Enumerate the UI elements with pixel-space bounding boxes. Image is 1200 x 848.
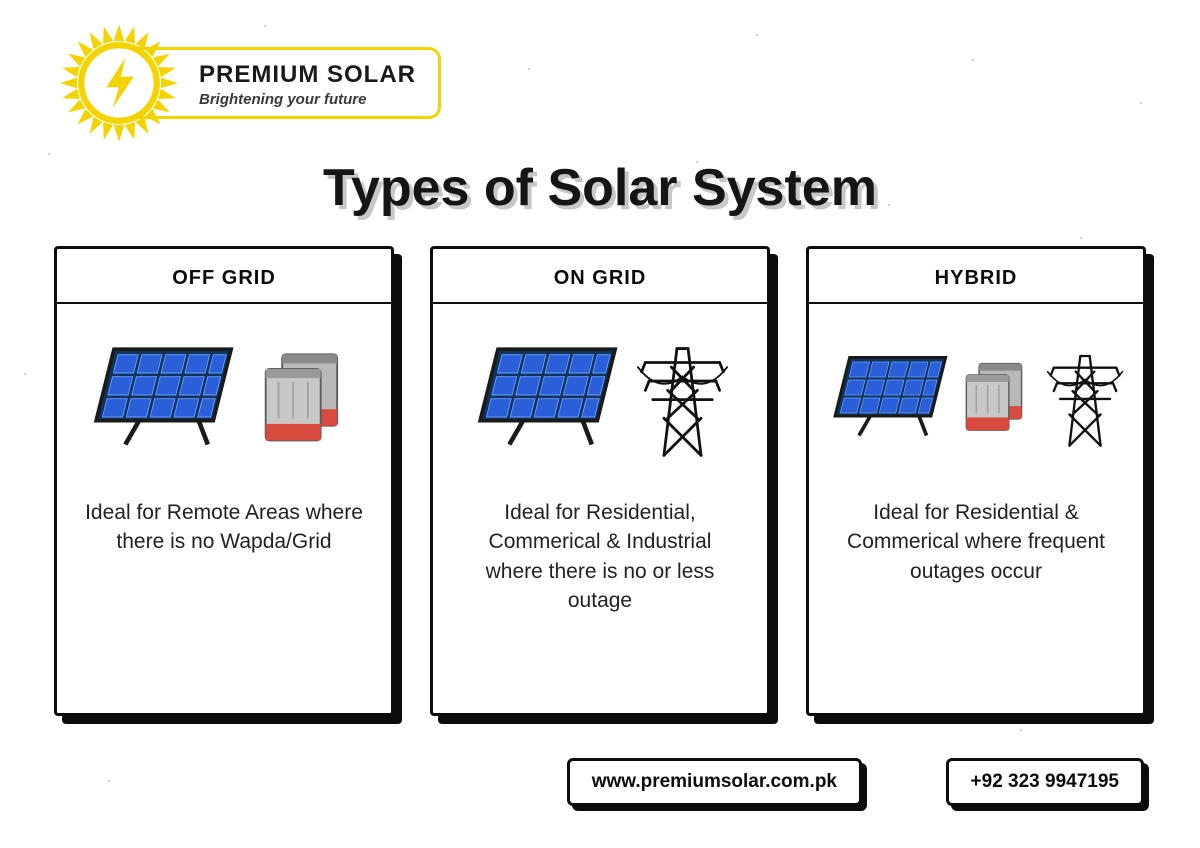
card-description: Ideal for Remote Areas where there is no… [57,474,391,581]
solar-panel-icon [471,340,621,450]
card-on-grid: ON GRID [430,246,770,716]
card-illustration [809,304,1143,474]
card-header: HYBRID [809,249,1143,304]
transmission-tower-icon [635,330,730,460]
card-description: Ideal for Residential & Commerical where… [809,474,1143,610]
logo: PREMIUM SOLAR Brightening your future [56,20,441,146]
cards-row: OFF GRID [54,246,1146,716]
transmission-tower-icon [1046,340,1124,450]
page-title: Types of Solar System [0,158,1200,218]
brand-name: PREMIUM SOLAR [199,61,416,89]
brand-tagline: Brightening your future [199,91,416,108]
solar-panel-icon [87,340,237,450]
card-header: ON GRID [433,249,767,304]
card-illustration [433,304,767,474]
website-chip: www.premiumsolar.com.pk [567,758,862,806]
card-off-grid: OFF GRID [54,246,394,716]
sun-logo-icon [56,20,182,146]
solar-panel-icon [829,350,949,440]
card-illustration [57,304,391,474]
card-description: Ideal for Residential, Commerical & Indu… [433,474,767,640]
card-hybrid: HYBRID [806,246,1146,716]
card-header: OFF GRID [57,249,391,304]
batteries-icon [251,343,361,448]
batteries-icon [955,353,1040,438]
phone-chip: +92 323 9947195 [946,758,1144,806]
